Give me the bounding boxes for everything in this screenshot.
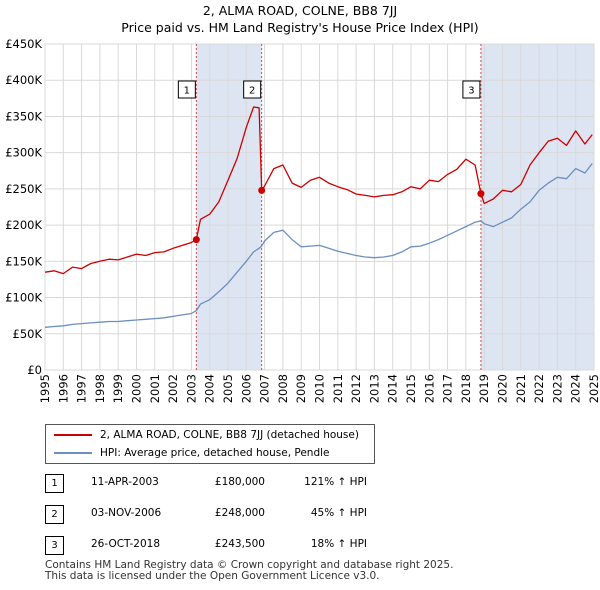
x-tick-label: 2003 — [184, 374, 198, 403]
y-tick-label: £150K — [5, 254, 42, 268]
sale-marker-label: 3 — [468, 86, 474, 97]
x-tick-label: 2002 — [166, 374, 180, 403]
x-tick-label: 2006 — [239, 374, 253, 403]
sale-number-badge: 3 — [45, 536, 64, 555]
legend-item-property: 2, ALMA ROAD, COLNE, BB8 7JJ (detached h… — [54, 427, 359, 443]
x-tick-label: 2017 — [441, 374, 455, 403]
y-tick-label: £350K — [5, 109, 42, 123]
x-tick-label: 2024 — [569, 374, 583, 403]
x-tick-label: 2010 — [313, 374, 327, 403]
x-tick-label: 1999 — [111, 374, 125, 403]
sale-marker-box — [243, 80, 262, 99]
sale-number-badge: 1 — [45, 474, 64, 493]
footer-copyright: Contains HM Land Registry data © Crown c… — [45, 559, 454, 571]
y-tick-label: £450K — [5, 37, 42, 51]
sale-marker-label: 1 — [184, 86, 190, 97]
x-tick-label: 2019 — [477, 374, 491, 403]
sale-hpi-change: 121% ↑ HPI — [304, 476, 367, 488]
sale-marker-box — [462, 80, 481, 99]
legend-item-hpi: HPI: Average price, detached house, Pend… — [54, 445, 329, 461]
x-tick-label: 2008 — [276, 374, 290, 403]
footer-licence: This data is licensed under the Open Gov… — [45, 570, 380, 582]
ownership-band — [480, 44, 594, 370]
x-tick-label: 2016 — [422, 374, 436, 403]
sale-point — [477, 190, 485, 198]
legend-swatch-hpi — [54, 452, 92, 454]
x-tick-label: 2015 — [404, 374, 418, 403]
chart-title-line2: Price paid vs. HM Land Registry's House … — [121, 20, 479, 35]
price-chart: £0 £50K £100K £150K £200K £250K £300K £350K £400… — [5, 37, 600, 403]
x-tick-label: 2007 — [258, 374, 272, 403]
x-tick-label: 1998 — [93, 374, 107, 403]
sale-point — [192, 236, 200, 244]
hpi-line — [44, 163, 593, 328]
y-tick-label: £0 — [27, 363, 42, 377]
sale-price: £180,000 — [214, 476, 265, 488]
footer: Contains HM Land Registry data © Crown c… — [45, 560, 453, 582]
property-price-line — [44, 106, 593, 275]
chart-title: 2, ALMA ROAD, COLNE, BB8 7JJ Price paid … — [0, 2, 600, 36]
legend-label-hpi: HPI: Average price, detached house, Pend… — [100, 447, 330, 459]
y-tick-label: £300K — [5, 146, 42, 160]
sale-marker-label: 2 — [249, 86, 255, 97]
x-tick-label: 1996 — [56, 374, 70, 403]
x-tick-label: 2020 — [496, 374, 510, 403]
sale-row: 3 26-OCT-2018 £243,500 18% ↑ HPI — [45, 536, 465, 556]
x-tick-label: 2004 — [203, 374, 217, 403]
x-tick-label: 2013 — [367, 374, 381, 403]
x-tick-label: 2009 — [294, 374, 308, 403]
sale-marker-box — [177, 80, 196, 99]
sale-price: £248,000 — [214, 507, 265, 519]
x-tick-label: 2018 — [459, 374, 473, 403]
x-tick-label: 2014 — [386, 374, 400, 403]
x-tick-label: 2025 — [587, 374, 600, 403]
sale-number-badge: 2 — [45, 505, 64, 524]
sale-hpi-change: 18% ↑ HPI — [310, 538, 367, 550]
x-tick-label: 2012 — [349, 374, 363, 403]
y-tick-label: £50K — [13, 327, 43, 341]
x-tick-label: 2022 — [532, 374, 546, 403]
sale-hpi-change: 45% ↑ HPI — [310, 507, 367, 519]
sale-date: 03-NOV-2006 — [91, 507, 162, 519]
legend-label-property: 2, ALMA ROAD, COLNE, BB8 7JJ (detached h… — [100, 429, 359, 441]
x-tick-label: 1997 — [75, 374, 89, 403]
x-tick-label: 2005 — [221, 374, 235, 403]
sale-date: 11-APR-2003 — [91, 476, 159, 488]
x-tick-label: 2000 — [130, 374, 144, 403]
legend-swatch-property — [54, 434, 92, 436]
sale-row: 2 03-NOV-2006 £248,000 45% ↑ HPI — [45, 505, 465, 525]
y-tick-label: £100K — [5, 291, 42, 305]
x-tick-label: 2011 — [331, 374, 345, 403]
legend: 2, ALMA ROAD, COLNE, BB8 7JJ (detached h… — [45, 424, 375, 464]
sale-point — [258, 186, 266, 194]
y-tick-label: £200K — [5, 218, 42, 232]
x-tick-label: 2021 — [514, 374, 528, 403]
chart-title-line1: 2, ALMA ROAD, COLNE, BB8 7JJ — [202, 3, 398, 18]
y-tick-label: £400K — [5, 73, 42, 87]
sale-price: £243,500 — [214, 538, 265, 550]
y-tick-label: £250K — [5, 182, 42, 196]
x-tick-label: 1995 — [38, 374, 52, 403]
sale-date: 26-OCT-2018 — [91, 538, 160, 550]
x-tick-label: 2001 — [148, 374, 162, 403]
sale-row: 1 11-APR-2003 £180,000 121% ↑ HPI — [45, 474, 465, 494]
x-tick-label: 2023 — [550, 374, 564, 403]
